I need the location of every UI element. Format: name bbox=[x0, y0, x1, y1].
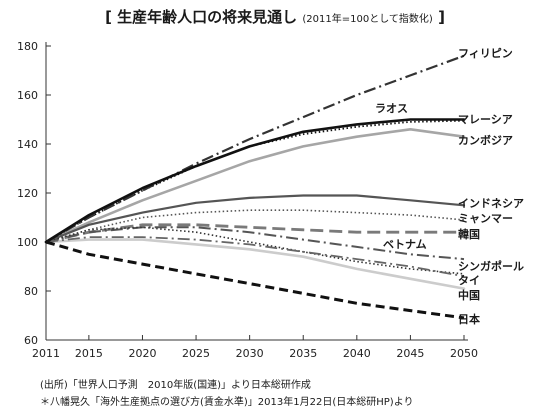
series-line bbox=[45, 223, 464, 244]
citation-note: ＊八幡晃久「海外生産拠点の選び方(賃金水準)」2013年1月22日(日本総研HP… bbox=[40, 397, 414, 408]
series-line bbox=[44, 118, 466, 244]
x-tick-label: 2025 bbox=[182, 347, 210, 360]
series-label: 日本 bbox=[458, 312, 480, 326]
series-label: タイ bbox=[458, 274, 480, 287]
series-label: シンガポール bbox=[458, 259, 524, 273]
series-line bbox=[44, 238, 466, 290]
series-label: インドネシア bbox=[458, 197, 524, 210]
y-tick-label: 80 bbox=[24, 285, 38, 298]
title-main: 生産年齢人口の将来見通し bbox=[117, 8, 298, 26]
title-bracket-close: ] bbox=[438, 8, 445, 26]
series-label: カンボジア bbox=[458, 133, 513, 147]
series-label: ラオス bbox=[375, 102, 408, 115]
series-label: ベトナム bbox=[383, 238, 427, 251]
y-tick-label: 60 bbox=[24, 334, 38, 347]
series-label: マレーシア bbox=[458, 113, 513, 126]
series-line bbox=[44, 128, 466, 244]
x-tick-label: 2040 bbox=[343, 347, 371, 360]
series-line bbox=[45, 54, 465, 243]
x-tick-label: 2020 bbox=[128, 347, 156, 360]
series-label: フィリピン bbox=[458, 47, 513, 60]
series-line bbox=[45, 119, 465, 243]
y-tick-label: 180 bbox=[17, 40, 38, 53]
series-line bbox=[44, 194, 466, 244]
y-tick-label: 100 bbox=[17, 236, 38, 249]
x-tick-label: 2030 bbox=[236, 347, 264, 360]
y-tick-label: 160 bbox=[17, 89, 38, 102]
chart-title: [ 生産年齢人口の将来見通し (2011年=100として指数化) ] bbox=[0, 6, 550, 27]
x-tick-label: 2015 bbox=[75, 347, 103, 360]
series-label: 中国 bbox=[458, 288, 480, 302]
y-tick-label: 120 bbox=[17, 187, 38, 200]
series-line bbox=[45, 240, 465, 320]
series-line bbox=[45, 226, 465, 261]
series-line bbox=[45, 236, 465, 278]
series-label: 韓国 bbox=[458, 227, 480, 241]
title-sub: (2011年=100として指数化) bbox=[302, 14, 433, 25]
series-label: ミャンマー bbox=[458, 212, 513, 225]
x-tick-label: 2035 bbox=[289, 347, 317, 360]
x-tick-label: 2045 bbox=[396, 347, 424, 360]
y-tick-label: 140 bbox=[17, 138, 38, 151]
x-tick-label: 2050 bbox=[450, 347, 478, 360]
x-tick-label: 2011 bbox=[32, 347, 60, 360]
source-note: (出所)「世界人口予測 2010年版(国連)」より日本総研作成 bbox=[40, 380, 311, 391]
title-bracket-open: [ bbox=[105, 8, 112, 26]
